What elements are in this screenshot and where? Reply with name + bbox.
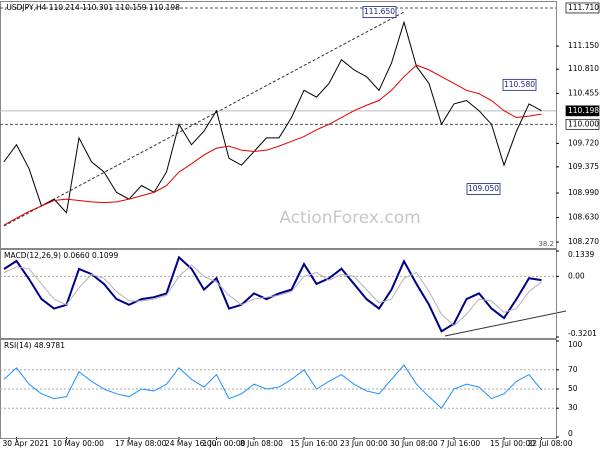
y-tick-label: 110.455 xyxy=(568,88,599,97)
x-tick-label: 15 Jul 00:00 xyxy=(490,439,535,448)
annotation-box xyxy=(502,78,537,91)
annotation: 111.650 xyxy=(364,7,395,16)
level-label: 110.198 xyxy=(568,106,599,115)
series-line xyxy=(3,64,542,226)
x-tick-label: 15 Jun 16:00 xyxy=(290,439,338,448)
panel-frame xyxy=(0,249,557,339)
panel-title: .USDJPY,H4 110.214 110.301 110.159 110.1… xyxy=(4,3,180,12)
series-line xyxy=(3,264,542,327)
y-tick-label: 50 xyxy=(568,384,578,393)
x-tick-label: 30 Apr 2021 xyxy=(3,439,50,448)
x-tick-label: 24 May 16:00 xyxy=(165,439,217,448)
x-tick-label: 8 Jun 08:00 xyxy=(240,439,283,448)
y-tick-label: 30 xyxy=(568,403,578,412)
y-tick-label: 108.270 xyxy=(568,237,599,246)
annotation: 110.580 xyxy=(504,80,535,89)
level-label: 111.710 xyxy=(568,3,599,12)
series-line xyxy=(3,364,542,409)
x-tick-label: 22 Jul 08:00 xyxy=(528,439,573,448)
panel-title: MACD(12,26,9) 0.0660 0.1099 xyxy=(4,251,118,260)
x-tick-label: 1 Jun 00:00 xyxy=(203,439,246,448)
annotation-box xyxy=(466,183,501,195)
y-tick-label: 109.720 xyxy=(568,138,599,147)
y-tick-label: -0.3201 xyxy=(568,329,597,338)
level-box xyxy=(565,118,600,130)
y-tick-label: 110.810 xyxy=(568,64,599,73)
y-tick-label: 0.1339 xyxy=(568,250,594,259)
series-line xyxy=(3,20,542,214)
x-tick-label: 7 Jul 16:00 xyxy=(440,439,480,448)
fib-label: 38.2 xyxy=(538,240,554,248)
y-tick-label: 109.375 xyxy=(568,162,599,171)
level-label: 110.000 xyxy=(568,119,599,128)
macd-trend-line xyxy=(444,310,567,337)
y-tick-label: 100 xyxy=(568,340,583,349)
x-tick-label: 23 Jun 00:00 xyxy=(340,439,388,448)
x-tick-label: 10 May 00:00 xyxy=(53,439,105,448)
level-box xyxy=(565,2,600,14)
x-tick-label: 17 May 08:00 xyxy=(115,439,167,448)
watermark: ActionForex.com xyxy=(279,208,420,228)
level-box xyxy=(565,105,600,117)
y-tick-label: 108.630 xyxy=(568,213,599,222)
annotation-box xyxy=(362,6,397,18)
x-tick-label: 30 Jun 08:00 xyxy=(390,439,438,448)
y-tick-label: 111.150 xyxy=(568,41,599,50)
y-tick-label: 70 xyxy=(568,365,578,374)
panel-frame xyxy=(0,1,557,249)
panel-title: RSI(14) 48.9781 xyxy=(4,341,65,350)
y-tick-label: 0 xyxy=(568,429,573,438)
y-tick-label: 0.00 xyxy=(568,271,585,280)
annotation: 109.050 xyxy=(468,184,499,193)
y-tick-label: 108.990 xyxy=(568,188,599,197)
